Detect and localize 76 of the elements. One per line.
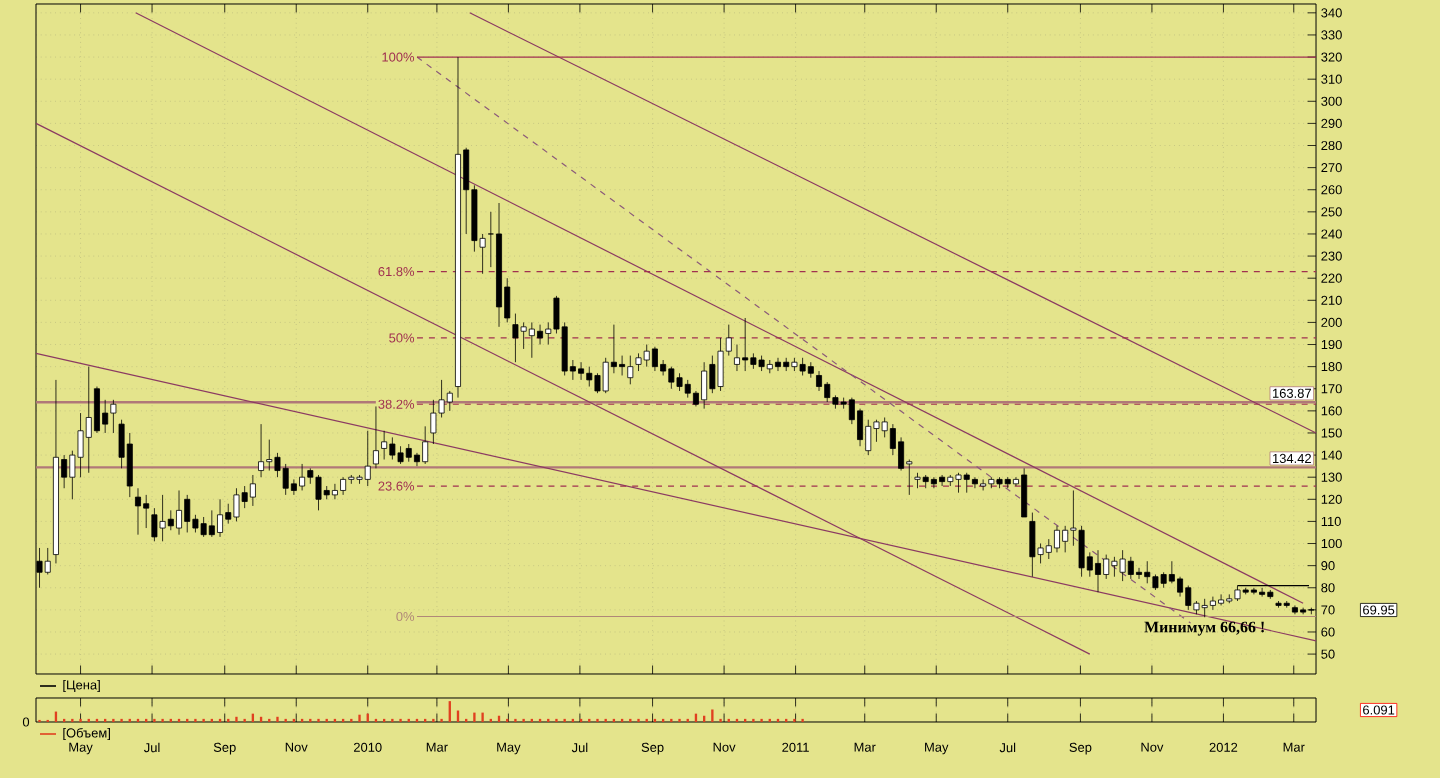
- candlestick: [1062, 525, 1069, 553]
- candlestick: [1045, 538, 1052, 560]
- candlestick: [1127, 556, 1134, 580]
- candlestick: [930, 476, 937, 489]
- candlestick: [528, 322, 535, 359]
- candlestick: [742, 317, 749, 372]
- candlestick: [898, 436, 905, 471]
- candlestick: [643, 344, 650, 368]
- candlestick: [939, 474, 946, 487]
- candlestick: [364, 430, 371, 487]
- candlestick: [446, 390, 453, 412]
- candlestick: [717, 337, 724, 392]
- candlestick: [331, 483, 338, 500]
- candlestick: [586, 366, 593, 387]
- candlestick: [668, 366, 675, 390]
- candlestick: [249, 474, 256, 507]
- candlestick: [1095, 549, 1101, 593]
- candlestick: [258, 423, 265, 478]
- candlestick: [816, 370, 822, 392]
- candlestick: [176, 490, 182, 536]
- candlestick: [980, 479, 987, 491]
- candlestick: [955, 472, 962, 494]
- candlestick: [602, 357, 609, 394]
- candlestick: [44, 547, 51, 575]
- candlestick: [701, 361, 708, 410]
- candlestick: [422, 425, 429, 465]
- candlestick: [651, 346, 658, 372]
- candlestick: [299, 463, 306, 491]
- candlestick: [1053, 525, 1060, 553]
- candlestick: [520, 322, 527, 350]
- candlestick: [266, 439, 273, 471]
- candlestick: [971, 476, 978, 489]
- candlestick: [1218, 593, 1225, 606]
- candlestick: [135, 487, 141, 536]
- candlestick: [709, 355, 716, 394]
- candlestick: [1111, 556, 1118, 578]
- candlestick: [1029, 512, 1036, 578]
- candlestick: [578, 361, 585, 381]
- candlestick: [200, 516, 207, 538]
- candlestick: [1201, 598, 1208, 618]
- candlestick: [282, 463, 289, 496]
- candlestick: [167, 509, 174, 531]
- candlestick: [873, 419, 880, 443]
- candlestick: [537, 324, 544, 345]
- candlestick: [85, 366, 92, 474]
- candlestick: [389, 436, 396, 460]
- candlestick: [77, 412, 84, 478]
- candlestick: [372, 406, 379, 469]
- candlestick: [619, 355, 626, 376]
- candlestick: [143, 494, 150, 529]
- candlestick: [512, 313, 519, 363]
- candlestick: [430, 399, 437, 445]
- candlestick: [1209, 596, 1216, 611]
- candlestick: [151, 507, 158, 542]
- candlestick: [315, 474, 322, 511]
- candlestick: [217, 498, 224, 538]
- candlestick: [233, 487, 240, 522]
- candlestick: [1185, 585, 1192, 611]
- candlestick: [1103, 554, 1110, 580]
- candlestick: [963, 472, 970, 494]
- candlestick: [1119, 549, 1126, 582]
- candlestick: [93, 386, 100, 434]
- candlestick: [159, 494, 166, 542]
- candlestick: [914, 472, 921, 489]
- candlestick: [733, 344, 740, 372]
- candlestick: [1078, 525, 1085, 578]
- candlestick: [824, 381, 831, 403]
- candlestick: [1144, 560, 1151, 584]
- candlestick: [208, 509, 215, 538]
- candlestick: [627, 355, 634, 385]
- candlestick: [110, 399, 117, 434]
- candlestick: [775, 357, 781, 372]
- candlestick: [184, 494, 191, 533]
- candlestick: [381, 430, 388, 460]
- candlestick: [1021, 467, 1028, 518]
- candlestick: [1136, 567, 1142, 580]
